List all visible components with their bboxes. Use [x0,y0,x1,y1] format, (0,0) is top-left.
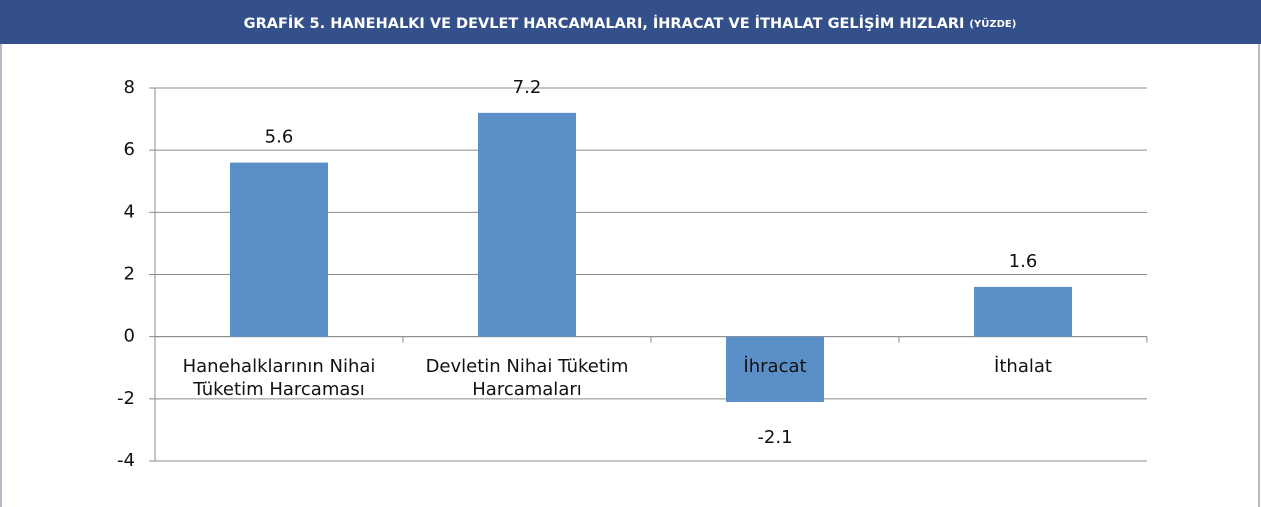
title-bar [0,0,1261,44]
data-label: 1.6 [1009,251,1038,272]
bar [478,112,576,337]
unit: (YÜZDE) [969,16,1016,30]
x-tick-label: İthalat [994,355,1052,377]
y-tick-label: -2 [117,388,135,409]
bar [726,336,824,402]
y-tick-label: 0 [124,326,135,347]
chart-title-group: GRAFİK 5. HANEHALKI VE DEVLET HARCAMALAR… [244,15,1017,32]
y-tick-label: 6 [124,139,135,160]
bar [230,162,328,337]
chart-title: GRAFİK 5. HANEHALKI VE DEVLET HARCAMALAR… [244,15,965,32]
y-tick-label: 8 [124,77,135,98]
bar [974,286,1072,337]
y-tick-label: 2 [124,264,135,285]
data-label: -2.1 [757,427,792,448]
y-tick-label: 4 [124,201,135,222]
data-label: 7.2 [513,77,542,98]
data-label: 5.6 [265,127,294,148]
y-tick-label: -4 [117,450,135,471]
x-tick-label: Devletin Nihai Tüketim Harcamaları [425,355,629,400]
x-tick-label: İhracat [743,355,807,377]
x-tick-label: Hanehalklarının Nihai Tüketim Harcaması [182,355,376,400]
